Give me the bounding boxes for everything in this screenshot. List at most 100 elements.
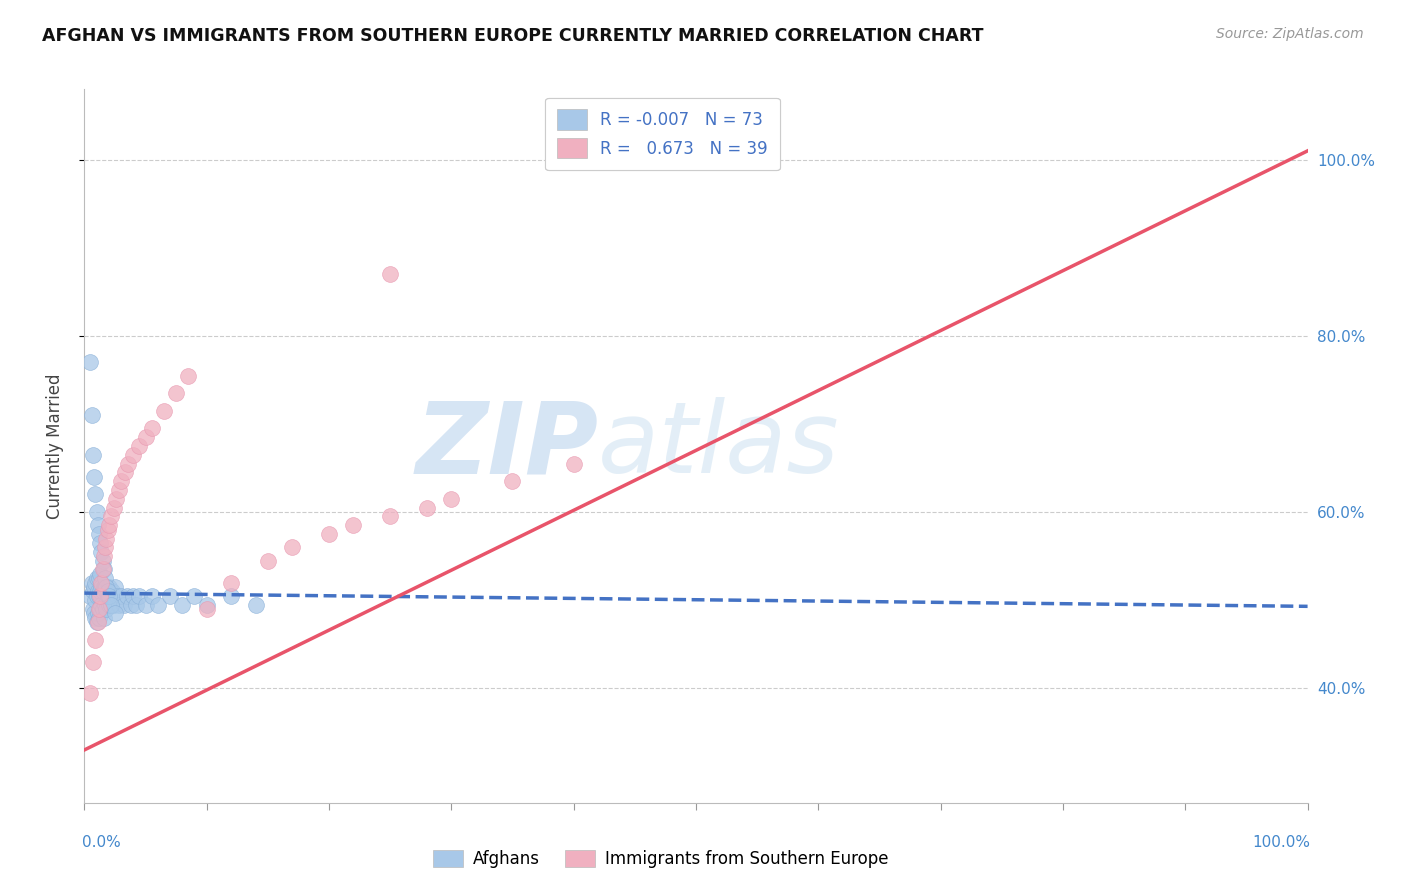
Point [245,598,267,612]
Point [89,584,111,599]
Point [416,500,439,515]
Point [380,267,402,281]
Point [90,575,112,590]
Point [82,602,104,616]
Point [93,611,115,625]
Point [440,491,463,506]
Point [89,602,111,616]
Point [114,466,136,480]
Point [86,505,108,519]
Point [97,518,120,533]
Point [91,584,114,599]
Point [107,483,129,497]
Point [94,580,117,594]
Point [141,589,163,603]
Point [105,589,128,603]
Point [79,686,101,700]
Text: Source: ZipAtlas.com: Source: ZipAtlas.com [1216,27,1364,41]
Point [103,598,125,612]
Point [105,491,128,506]
Point [135,430,157,444]
Point [79,589,101,603]
Point [257,553,280,567]
Point [96,602,118,616]
Point [87,611,110,625]
Y-axis label: Currently Married: Currently Married [45,373,63,519]
Point [100,598,122,612]
Point [91,553,114,567]
Point [115,589,138,603]
Point [94,571,117,585]
Point [100,598,122,612]
Text: ZIP: ZIP [415,398,598,494]
Point [104,607,127,621]
Point [86,571,108,585]
Point [165,386,187,401]
Point [342,518,364,533]
Point [83,580,105,594]
Point [97,523,120,537]
Point [97,589,120,603]
Point [562,457,585,471]
Point [128,589,150,603]
Point [90,545,112,559]
Point [93,580,115,594]
Point [83,607,105,621]
Point [91,602,114,616]
Point [110,589,132,603]
Text: AFGHAN VS IMMIGRANTS FROM SOUTHERN EUROPE CURRENTLY MARRIED CORRELATION CHART: AFGHAN VS IMMIGRANTS FROM SOUTHERN EUROP… [42,27,984,45]
Point [79,355,101,369]
Point [153,403,176,417]
Point [87,607,110,621]
Point [84,575,107,590]
Point [103,500,125,515]
Point [87,589,110,603]
Point [120,598,142,612]
Point [318,527,340,541]
Point [98,589,121,603]
Point [96,580,118,594]
Point [135,598,157,612]
Point [93,549,115,563]
Point [281,541,304,555]
Point [380,509,402,524]
Point [90,580,112,594]
Point [117,457,139,471]
Point [82,584,104,599]
Point [159,589,181,603]
Point [83,470,105,484]
Point [93,562,115,576]
Point [125,598,148,612]
Point [84,593,107,607]
Point [94,541,117,555]
Text: atlas: atlas [598,398,839,494]
Point [146,598,169,612]
Point [128,439,150,453]
Point [107,598,129,612]
Point [112,598,135,612]
Point [141,421,163,435]
Point [80,408,103,422]
Point [100,509,122,524]
Point [96,532,118,546]
Point [97,589,120,603]
Point [172,598,194,612]
Point [195,598,218,612]
Point [87,615,110,630]
Point [195,602,218,616]
Point [84,487,107,501]
Legend: R = -0.007   N = 73, R =   0.673   N = 39: R = -0.007 N = 73, R = 0.673 N = 39 [546,97,779,169]
Point [87,584,110,599]
Point [86,589,108,603]
Point [122,448,145,462]
Point [87,602,110,616]
Point [89,536,111,550]
Point [97,598,120,612]
Point [177,368,200,383]
Point [89,589,111,603]
Point [86,615,108,630]
Point [90,598,112,612]
Point [96,584,118,599]
Point [219,589,242,603]
Point [97,584,120,599]
